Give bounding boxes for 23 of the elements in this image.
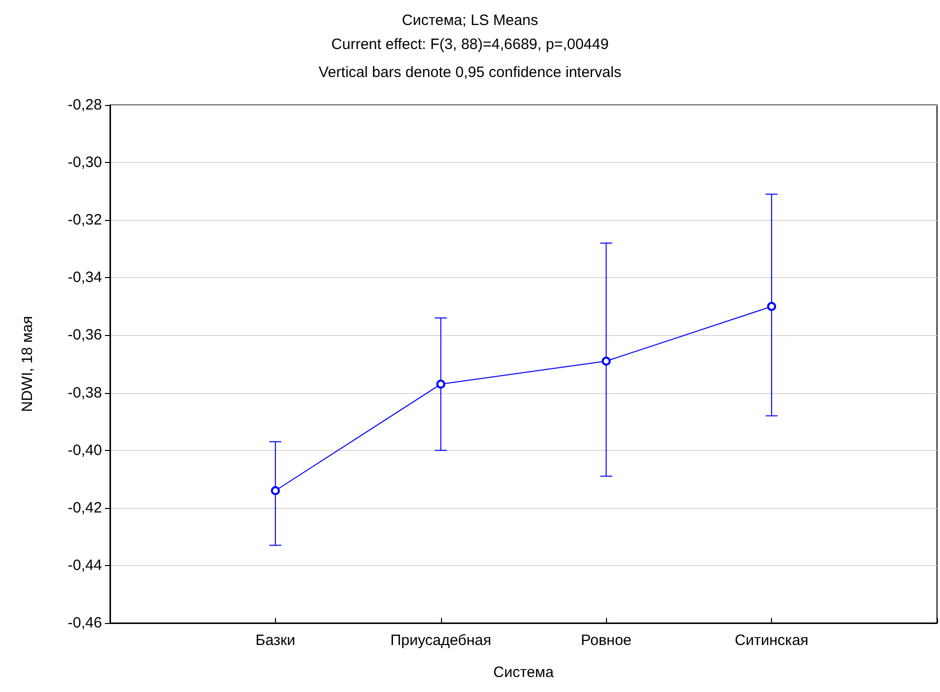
point	[602, 356, 611, 366]
y-axis-title: NDWI, 18 мая	[19, 316, 36, 412]
y-tick-label: -0,38	[68, 384, 102, 402]
chart-title: Система; LS Means	[402, 12, 538, 29]
y-tick-label: -0,42	[68, 499, 102, 516]
y-tick-label: -0,36	[68, 326, 102, 344]
x-tick-label: Базки	[255, 632, 296, 649]
point	[436, 380, 446, 389]
y-tick-label: -0,30	[68, 154, 102, 172]
y-tick-label: -0,40	[68, 442, 102, 459]
y-tick-label: -0,32	[68, 212, 102, 229]
text: Vertical bars denote 0,95 confidence intervals	[318, 64, 622, 81]
x-tick-label: Ситинская	[734, 632, 808, 649]
x-tick-label: Приусадебная	[390, 632, 492, 649]
chart-subtitle: Current effect: F(3, 88)=4,6689, p=,00449	[331, 36, 609, 53]
y-tick-label: -0,34	[68, 269, 102, 286]
point	[767, 302, 776, 311]
point	[270, 486, 280, 496]
x-axis-title: Система	[493, 664, 554, 681]
x-tick-label: Ровное	[580, 632, 632, 649]
y-tick-label: -0,28	[68, 96, 102, 114]
y-tick-label: -0,44	[68, 556, 102, 574]
y-tick-label: -0,46	[68, 614, 102, 632]
